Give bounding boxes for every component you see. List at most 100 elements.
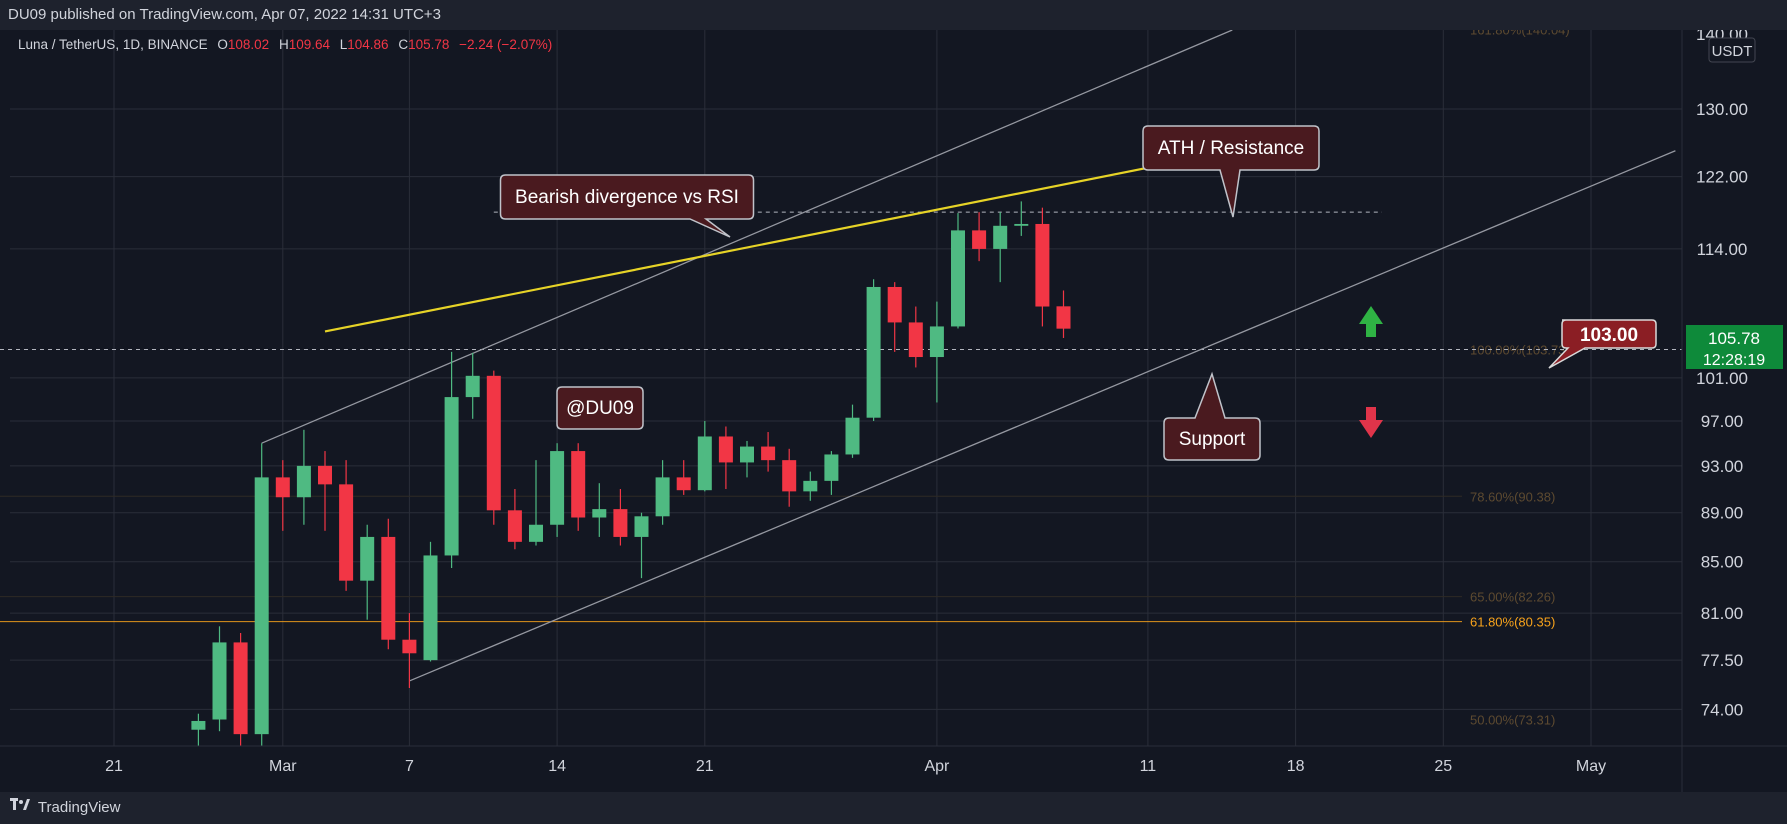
fib-label: 61.80%(80.35) [1470,615,1555,630]
price-axis-bg [1682,30,1787,792]
ath-resistance-callout-text: ATH / Resistance [1158,138,1304,159]
direction-arrows [1359,306,1383,438]
candle-body [740,446,754,463]
price-tick-label: 114.00 [1697,240,1748,259]
annotations: Bearish divergence vs RSI ATH / Resistanc… [499,125,1657,461]
candle-body [929,326,944,358]
open-label: O [217,37,228,52]
candle-body [951,230,965,327]
bearish-divergence-callout-box [499,174,755,238]
candles [191,201,1071,746]
candle-body [655,477,670,517]
time-tick-label: 21 [105,758,123,775]
candle-body [212,642,227,720]
candle-body [571,451,586,518]
high-value: 109.64 [288,37,330,52]
candle-body [191,720,206,730]
candlestick-chart[interactable]: 161.80%(140.04) 100.00%(103.73) 78.60%(90.… [0,30,1787,792]
candle-body [782,460,797,492]
down-arrow-icon [1359,407,1383,438]
price-tick-label: 122.00 [1696,168,1748,187]
published-header: DU09 published on TradingView.com, Apr 0… [0,0,1787,30]
time-tick-label: 18 [1287,758,1305,775]
fib-levels: 161.80%(140.04) 100.00%(103.73) 78.60%(90.… [0,30,1570,727]
fib-label: 78.60%(90.38) [1470,489,1555,504]
candle-body [339,484,354,581]
currency-label: USDT [1712,43,1753,60]
divergence-line [324,158,1191,333]
change-value: −2.24 (−2.07%) [459,37,553,52]
support-callout-text: Support [1179,429,1246,450]
time-tick-label: 11 [1140,758,1157,775]
low-label: L [339,37,348,52]
candle-body [402,639,417,654]
symbol-label: Luna / TetherUS, 1D, BINANCE [18,37,208,52]
candle-body [423,555,438,661]
candle-body [254,477,269,735]
ohlc-legend: Luna / TetherUS, 1D, BINANCE O108.02 H10… [18,37,552,52]
current-price-text: 105.78 [1708,329,1760,348]
candle-body [592,509,607,518]
candle-body [887,286,902,323]
candle-body [529,524,543,542]
time-tick-label: 7 [405,758,414,775]
footer-bar: TradingView [0,792,1787,824]
fib-label: 65.00%(82.26) [1470,590,1555,605]
candle-body [318,465,332,485]
price-tick-label: 130.00 [1696,100,1748,119]
candle-body [613,509,628,537]
ath-resistance-callout-box [1142,125,1320,218]
candle-body [824,454,839,481]
price-tick-label: 93.00 [1701,457,1744,476]
low-value: 104.86 [347,37,389,52]
support-callout-box [1163,371,1261,461]
close-label: C [398,37,409,52]
time-tick-label: Mar [269,758,297,775]
candle-body [761,446,776,461]
candle-body [697,436,712,491]
price-tick-label: 74.00 [1701,700,1744,719]
candle-body [1056,306,1071,329]
candle-body [908,322,923,358]
bearish-divergence-callout-text: Bearish divergence vs RSI [515,187,739,208]
candle-body [718,436,733,463]
time-tick-label: 25 [1434,758,1452,775]
candle-body [275,477,290,498]
published-text: DU09 published on TradingView.com, Apr 0… [8,6,441,23]
candle-body [866,286,881,418]
countdown-text: 12:28:19 [1703,352,1765,369]
time-tick-label: 14 [548,758,566,775]
price-tick-label: 97.00 [1701,412,1744,431]
price-box-103 [1548,319,1657,369]
price-tick-label: 89.00 [1701,504,1744,523]
author-callout-text: @DU09 [566,398,634,419]
candle-body [993,225,1008,249]
candle-body [507,510,522,542]
chart-area[interactable]: 161.80%(140.04) 100.00%(103.73) 78.60%(90.… [0,30,1787,792]
up-arrow-icon [1359,306,1383,337]
candle-body [972,230,987,249]
candle-body [1014,223,1029,226]
candle-body [486,375,501,511]
fib-label: 50.00%(73.31) [1470,712,1555,727]
candle-body [233,642,248,735]
price-axis[interactable]: 74.00 77.50 81.00 85.00 89.00 93.00 97.00 101.0… [0,30,1787,792]
price-tick-label: 85.00 [1701,553,1744,572]
price-tick-label: 81.00 [1701,604,1744,623]
candle-body [634,516,649,537]
candle-body [360,536,375,581]
drawing-lines [0,30,1682,682]
candle-body [550,451,565,525]
candle-body [296,465,311,498]
candle-body [803,480,818,492]
author-callout-box [556,386,644,430]
close-value: 105.78 [408,37,450,52]
candle-body [676,477,691,491]
current-price-tag [1686,325,1783,369]
currency-box [1708,37,1756,63]
candle-body [381,536,396,640]
candle-body [444,397,459,556]
time-axis[interactable]: 21 Mar 7 14 21 Apr 11 18 25 May [105,758,1606,775]
time-tick-label: Apr [924,758,950,775]
channel-upper-line [261,30,1233,444]
